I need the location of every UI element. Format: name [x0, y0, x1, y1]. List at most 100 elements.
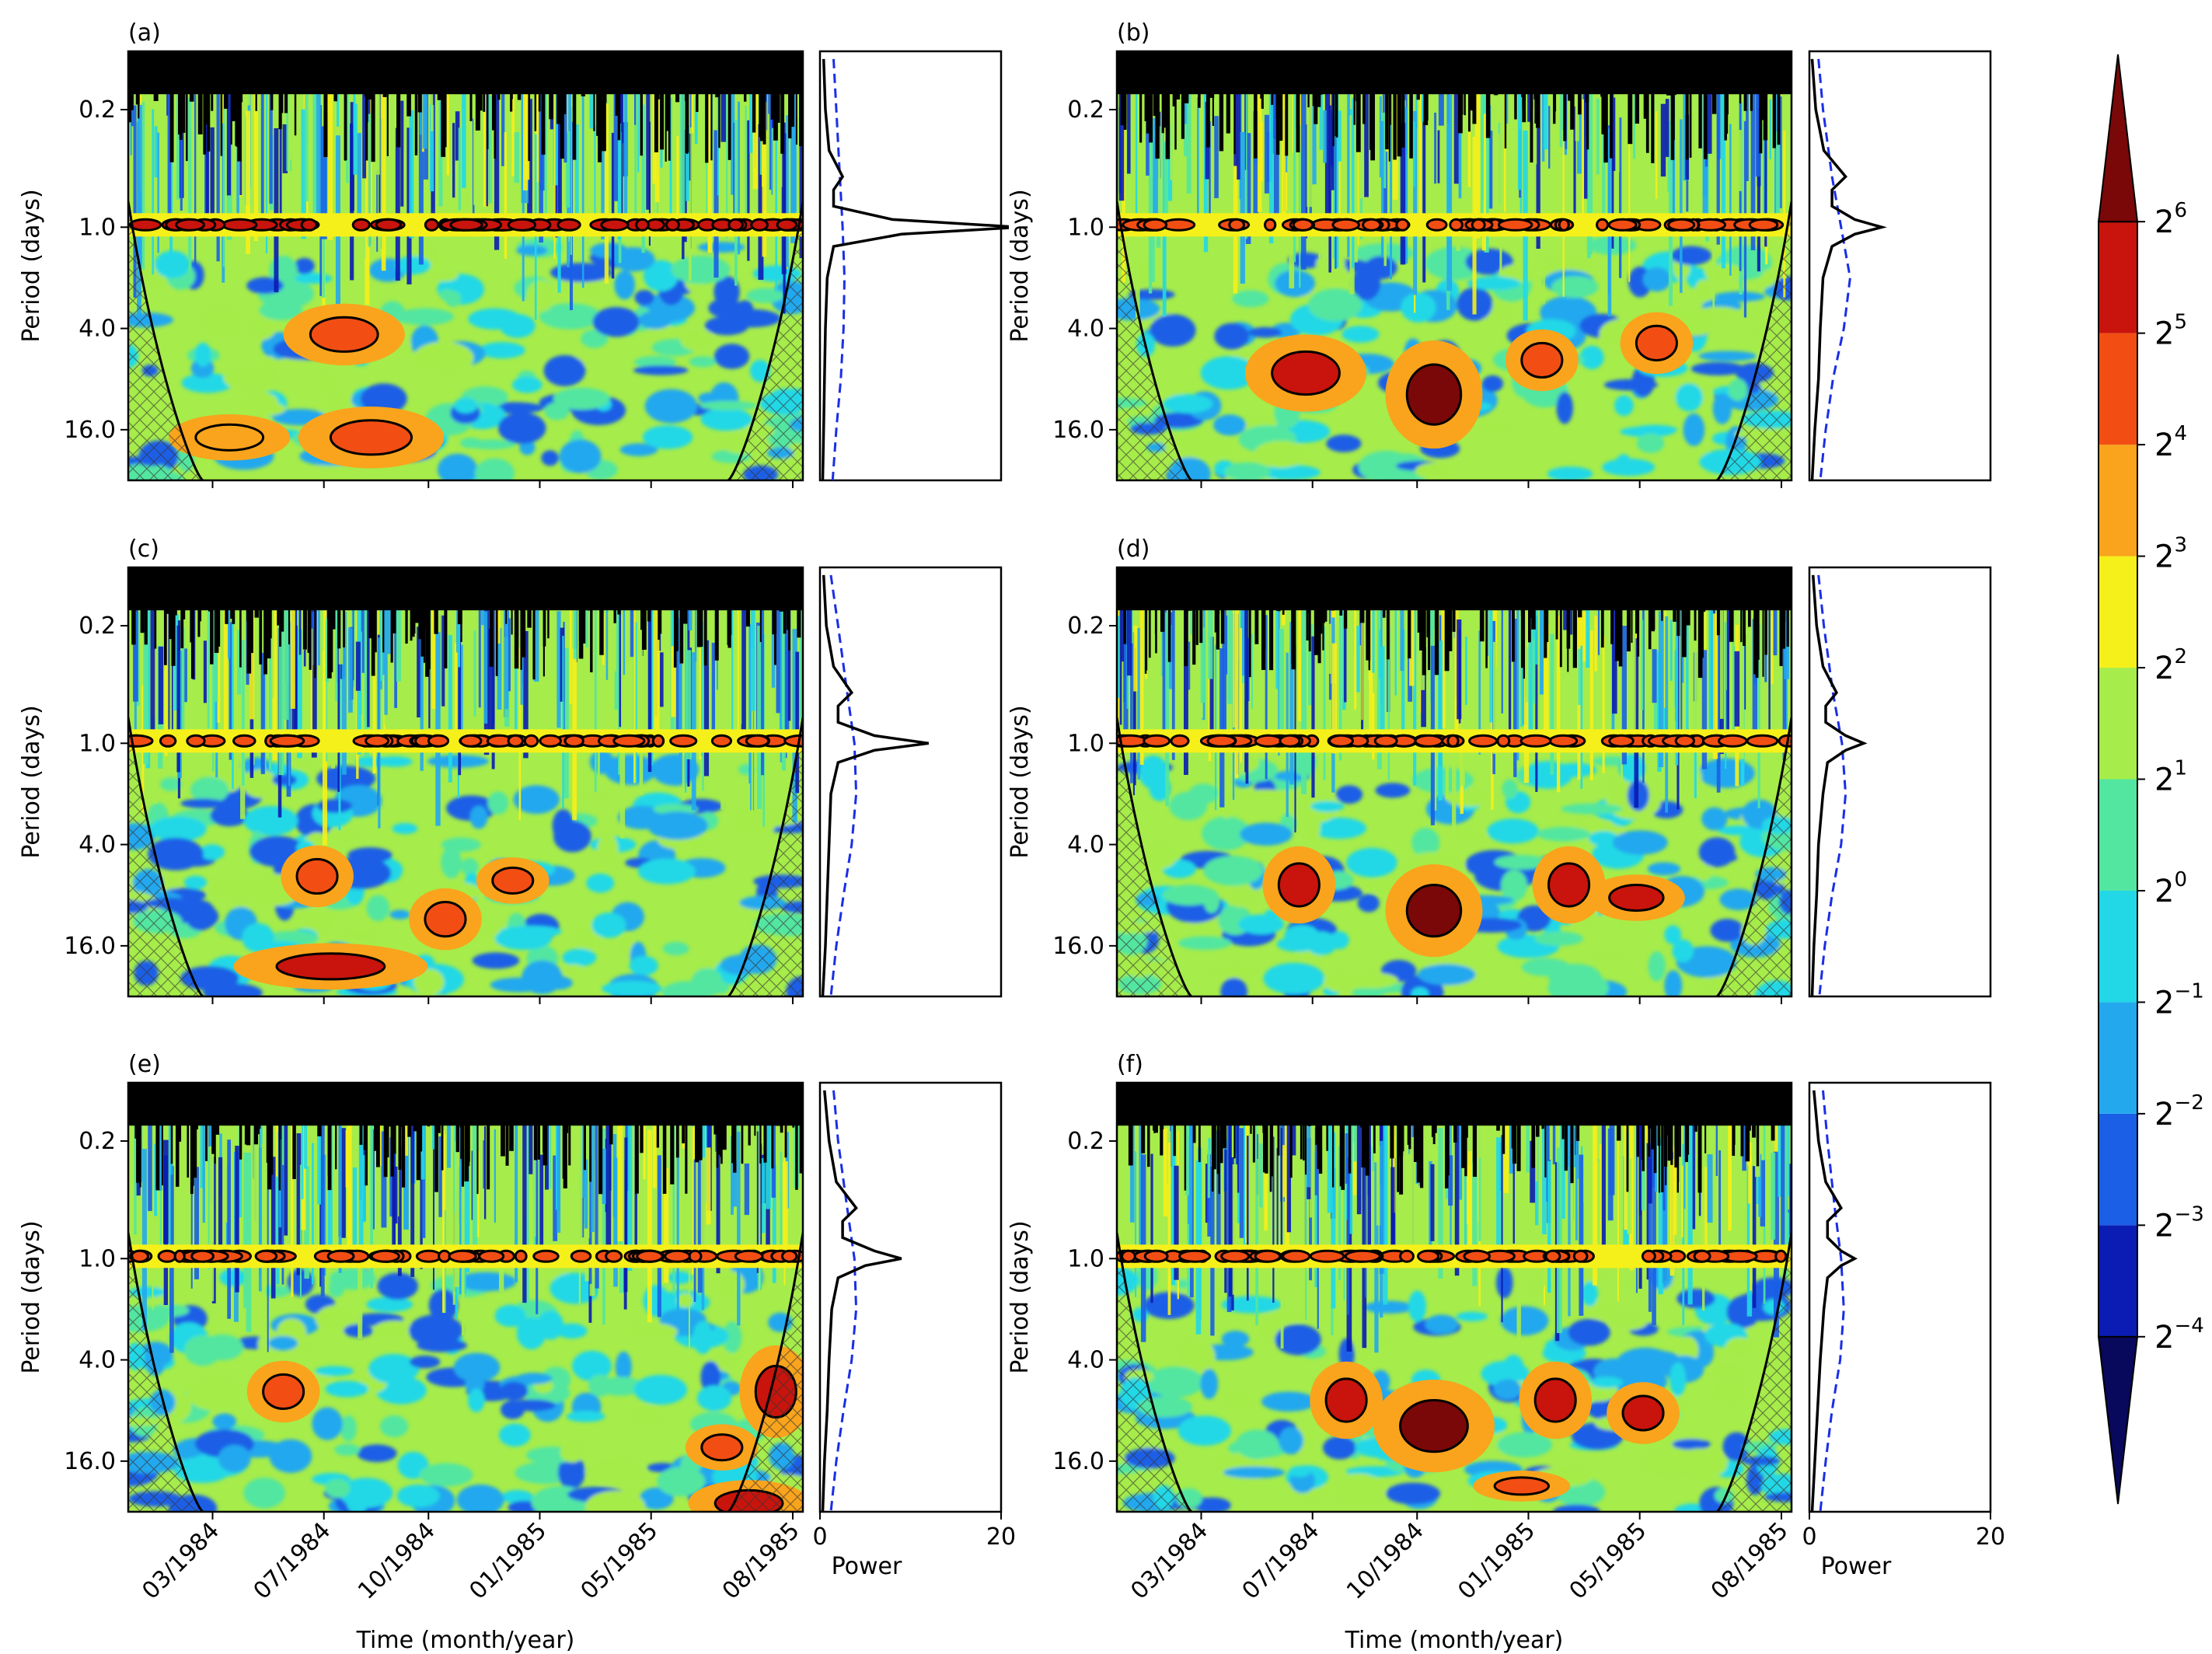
power-streak [758, 124, 764, 280]
low-power-spike [1732, 1117, 1736, 1156]
power-streak [1376, 1146, 1381, 1226]
power-streak [1454, 583, 1459, 752]
power-blob [187, 1377, 242, 1411]
power-blob [244, 313, 277, 340]
power-blob [643, 260, 679, 291]
power-streak [1783, 1108, 1788, 1278]
power-streak [565, 131, 570, 208]
power-blob [513, 785, 560, 815]
power-blob [1222, 1391, 1253, 1411]
low-power-spike [1262, 1117, 1266, 1173]
low-power-spike [682, 1117, 685, 1143]
low-power-spike [501, 1117, 505, 1157]
diurnal-peak [600, 218, 630, 232]
power-blob [1561, 803, 1623, 815]
power-streak [1660, 103, 1666, 177]
power-streak [1298, 591, 1302, 721]
power-streak [1185, 1125, 1189, 1195]
power-streak [799, 602, 803, 720]
power-blob [494, 1304, 526, 1328]
y-tick-label: 4.0 [1067, 1347, 1104, 1374]
low-power-spike [444, 602, 448, 668]
power-streak [1560, 1106, 1565, 1220]
power-streak [1601, 1117, 1606, 1266]
power-streak [762, 102, 767, 257]
power-streak [1338, 1146, 1342, 1280]
power-streak [1781, 1090, 1785, 1264]
coi-hatch-right [1716, 717, 1792, 996]
low-power-spike [197, 602, 201, 637]
power-streak [766, 113, 769, 215]
low-power-spike [1740, 602, 1743, 643]
power-streak [1305, 1109, 1311, 1188]
low-power-spike [1516, 1117, 1521, 1171]
power-blob [1636, 433, 1665, 454]
power-streak [619, 578, 622, 728]
low-power-spike [203, 85, 207, 155]
power-frame [1808, 1081, 1992, 1513]
power-streak [1599, 1143, 1602, 1244]
power-streak [759, 118, 762, 175]
power-blob [1310, 801, 1345, 812]
power-streak [1596, 98, 1600, 175]
low-power-spike [1453, 1117, 1457, 1142]
diurnal-peak [1279, 734, 1301, 748]
significant-region [1405, 883, 1463, 938]
coi-line-right [727, 1232, 803, 1512]
power-streak [335, 591, 338, 702]
low-power-spike [780, 1117, 783, 1133]
power-blob [1386, 1482, 1441, 1505]
power-blob [1719, 888, 1757, 911]
low-power-spike [239, 1117, 242, 1160]
power-streak [432, 1095, 434, 1290]
power-blob [1417, 964, 1476, 986]
power-streak [1641, 619, 1644, 710]
power-streak [1528, 618, 1533, 745]
power-streak [795, 651, 800, 794]
power-streak [501, 58, 505, 166]
power-blob [1412, 767, 1474, 794]
power-streak [731, 569, 734, 744]
power-streak [1484, 86, 1489, 253]
panel-label: (f) [1117, 1051, 1143, 1078]
power-streak [1786, 629, 1790, 738]
low-power-spike [564, 1117, 569, 1133]
diurnal-peak [669, 734, 698, 748]
power-blob [700, 400, 757, 411]
power-streak [1734, 651, 1740, 727]
power-streak [1245, 605, 1249, 784]
power-blob [638, 311, 672, 330]
power-streak [647, 1129, 652, 1323]
power-streak [438, 1136, 442, 1217]
power-blob [339, 1478, 393, 1509]
power-blob [584, 1457, 646, 1486]
low-power-spike [263, 602, 267, 675]
global-power-line [821, 574, 930, 996]
power-streak [1135, 64, 1138, 218]
power-streak [162, 103, 167, 219]
power-blob [700, 407, 752, 431]
power-streak [1134, 1151, 1137, 1297]
low-power-spike [563, 1117, 567, 1188]
power-blob [413, 968, 445, 996]
power-blob [295, 273, 333, 284]
power-blob [1608, 1313, 1649, 1331]
power-streak [488, 629, 493, 735]
low-power-spike [1636, 1117, 1639, 1157]
power-streak [239, 1104, 242, 1218]
low-power-spike [658, 85, 660, 99]
low-power-spike [588, 602, 590, 611]
power-streak [768, 61, 772, 190]
power-blob [316, 372, 340, 396]
low-power-spike [135, 85, 140, 105]
power-streak [367, 591, 370, 728]
power-blob [1502, 779, 1518, 799]
low-power-spike [1308, 602, 1311, 652]
power-streak [694, 96, 698, 145]
low-power-spike [1431, 1117, 1435, 1137]
diurnal-peak [556, 218, 581, 232]
power-streak [1543, 89, 1548, 150]
power-streak [1430, 1164, 1435, 1241]
low-power-spike [696, 85, 699, 112]
